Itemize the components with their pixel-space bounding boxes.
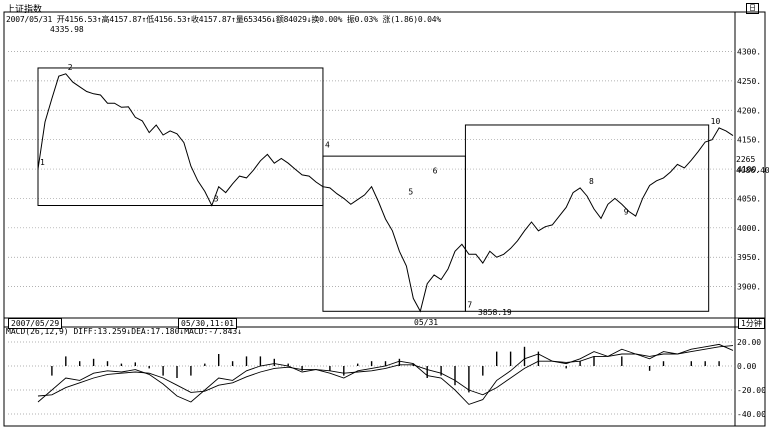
quote-volume: 量653456↓ xyxy=(235,15,276,24)
quote-low: 低4156.53↑ xyxy=(146,15,191,24)
macd-tick-label: 0.00 xyxy=(737,362,756,371)
macd-diff-value: DIFF:13.259↓ xyxy=(73,327,132,336)
quote-open: 开4156.53↑ xyxy=(56,15,102,24)
wave-box xyxy=(464,124,710,312)
min-price-label: 3858.19 xyxy=(478,308,512,317)
quote-amount: 额84029↓ xyxy=(275,15,312,24)
timeframe-button[interactable]: 1分钟 xyxy=(738,318,765,329)
quote-amplitude: 振0.03% xyxy=(346,15,378,24)
price-tick-label: 4150. xyxy=(737,136,761,145)
outer-frame xyxy=(3,11,766,427)
price-tick-label: 4200. xyxy=(737,106,761,115)
wave-label: 2 xyxy=(68,63,73,72)
macd-dea-line xyxy=(37,345,734,397)
quote-date: 2007/05/31 xyxy=(6,15,53,24)
wave-label: 4 xyxy=(325,140,330,149)
price-line xyxy=(37,73,734,313)
quote-stats-bar: 2007/05/31 开4156.53↑高4157.87↑低4156.53↑收4… xyxy=(6,14,441,25)
wave-label: 6 xyxy=(433,166,438,175)
macd-value: MACD:-7.843↓ xyxy=(184,327,243,336)
date-axis-label-start: 2007/05/29 xyxy=(8,318,63,329)
wave-label: 1 xyxy=(40,158,45,167)
macd-legend: MACD(26,12,9) DIFF:13.259↓DEA:17.180↓MAC… xyxy=(6,327,242,336)
right-value-lower: 4086.40 xyxy=(736,166,769,175)
quote-strength: 涨(1.86)0.04% xyxy=(382,15,441,24)
price-tick-label: 4050. xyxy=(737,194,761,203)
price-tick-label: 4250. xyxy=(737,77,761,86)
macd-dea-value: DEA:17.180↓ xyxy=(131,327,185,336)
index-title: 上证指数 xyxy=(6,5,43,15)
wave-label: 10 xyxy=(711,117,721,126)
quote-high: 高4157.87↑ xyxy=(101,15,147,24)
price-tick-label: 3950. xyxy=(737,253,761,262)
date-axis-label-mid: 05/30,11:01 xyxy=(178,318,237,329)
quote-close: 收4157.87↑ xyxy=(191,15,236,24)
wave-label: 5 xyxy=(408,187,413,196)
price-tick-label: 4000. xyxy=(737,224,761,233)
quote-turnover: 换0.00% xyxy=(311,15,343,24)
price-tick-label: 4100. xyxy=(737,165,761,174)
wave-label: 8 xyxy=(589,177,594,186)
macd-tick-label: -40.00 xyxy=(737,410,766,419)
wave-box xyxy=(37,67,324,207)
wave-box xyxy=(322,155,466,312)
wave-label: 9 xyxy=(624,207,629,216)
wave-label: 7 xyxy=(467,300,472,309)
macd-tick-label: 20.00 xyxy=(737,338,761,347)
period-toggle-button[interactable]: 日 xyxy=(746,3,759,14)
date-axis-label-end: 05/31 xyxy=(414,318,439,327)
max-price-label: 4335.98 xyxy=(50,25,84,34)
price-tick-label: 4300. xyxy=(737,48,761,57)
wave-label: 3 xyxy=(214,195,219,204)
macd-diff-line xyxy=(37,343,734,405)
right-value-upper: 2265 xyxy=(736,155,756,164)
price-tick-label: 3900. xyxy=(737,283,761,292)
macd-title: MACD(26,12,9) xyxy=(6,327,69,336)
macd-tick-label: -20.00 xyxy=(737,386,766,395)
